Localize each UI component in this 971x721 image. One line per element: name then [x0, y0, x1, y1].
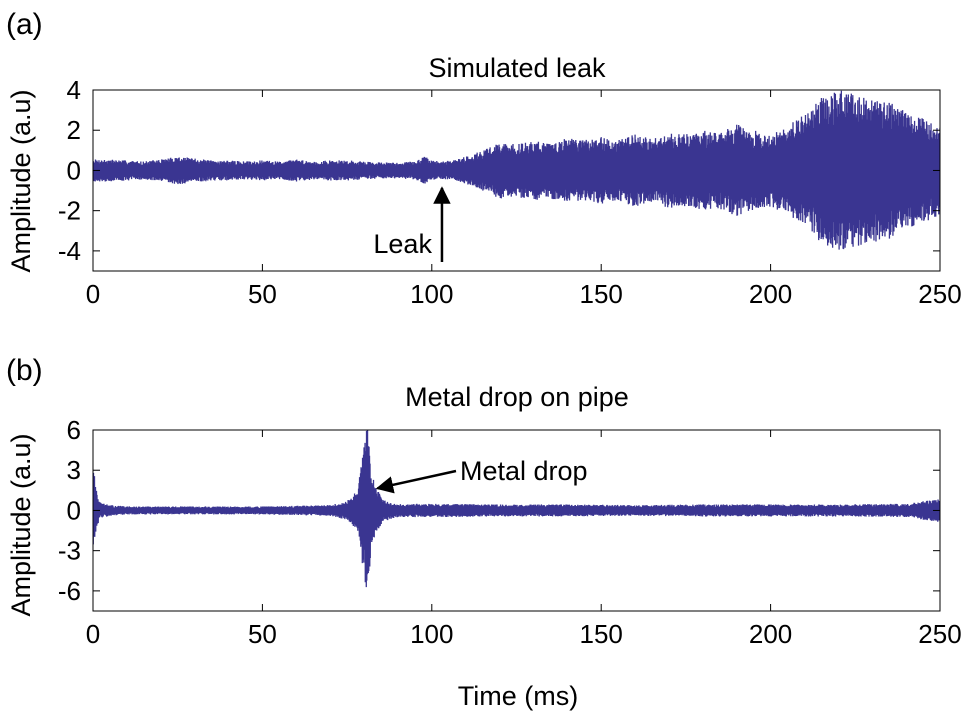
panel-a-signal-line: [93, 90, 940, 250]
panel-a: (a) Simulated leak Amplitude (a.u) 0 50 10…: [6, 8, 962, 309]
panel-a-x-tick-label: 50: [248, 279, 277, 309]
panel-a-plot-area: 0 50 100 150 200 250 4 2 0 -2 -4 Leak: [58, 75, 962, 309]
panel-a-y-tick-label: 4: [67, 75, 81, 105]
panel-b-ylabel: Amplitude (a.u): [6, 433, 36, 616]
panel-b-y-tick-label: 3: [67, 455, 81, 485]
panel-a-y-tick-label: 2: [67, 115, 81, 145]
panel-a-x-tick-label: 150: [580, 279, 623, 309]
panel-a-label: (a): [6, 8, 43, 41]
panel-b-x-tick-label: 150: [580, 619, 623, 649]
panel-b-title: Metal drop on pipe: [405, 382, 629, 412]
panel-b-xlabel: Time (ms): [458, 681, 578, 711]
panel-b-x-tick-label: 100: [410, 619, 453, 649]
panel-b-x-tick-label: 50: [248, 619, 277, 649]
panel-a-axes-box: [92, 89, 941, 272]
leak-annotation: Leak: [373, 229, 432, 259]
panel-b-y-tick-label: 0: [67, 495, 81, 525]
panel-a-y-tick-label: -2: [58, 196, 81, 226]
panel-a-y-tick-label: 0: [67, 155, 81, 185]
panel-a-x-tick-label: 200: [749, 279, 792, 309]
panel-b-signal-line: [93, 430, 940, 588]
metal-drop-annotation: Metal drop: [460, 456, 588, 486]
panel-b-y-tick-label: -6: [58, 576, 81, 606]
panel-b-y-tick-label: -3: [58, 536, 81, 566]
metal-drop-arrow: [375, 469, 457, 494]
panel-a-ylabel: Amplitude (a.u): [6, 89, 36, 272]
panel-b-y-tick-label: 6: [67, 415, 81, 445]
panel-a-title: Simulated leak: [428, 53, 606, 83]
panel-b-label: (b): [6, 354, 43, 387]
panel-a-x-tick-label: 250: [918, 279, 961, 309]
panel-a-y-tick-label: -4: [58, 236, 81, 266]
panel-b-plot-area: 0 50 100 150 200 250 6 3 0 -3 -6 Metal drop: [58, 415, 962, 649]
panel-b-x-tick-label: 250: [918, 619, 961, 649]
panel-b-x-tick-label: 200: [749, 619, 792, 649]
panel-a-x-tick-label: 100: [410, 279, 453, 309]
panel-b: (b) Metal drop on pipe Amplitude (a.u) 0…: [6, 354, 962, 711]
panel-a-x-tick-label: 0: [86, 279, 100, 309]
panel-b-x-tick-label: 0: [86, 619, 100, 649]
panel-b-axes-box: [92, 429, 941, 612]
